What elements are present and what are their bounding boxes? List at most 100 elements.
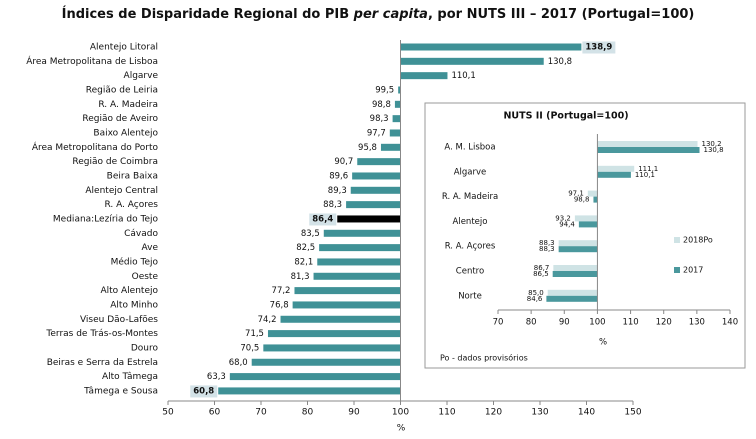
category-label: Região de Leiria bbox=[86, 85, 158, 95]
category-label: Alentejo Litoral bbox=[90, 43, 158, 53]
value-label: 110,1 bbox=[635, 171, 655, 179]
bar bbox=[558, 246, 598, 253]
value-label: 138,9 bbox=[585, 43, 612, 53]
value-label: 88,3 bbox=[539, 245, 555, 253]
bar bbox=[574, 215, 598, 222]
value-label: 76,8 bbox=[270, 300, 289, 310]
legend-label: 2017 bbox=[683, 266, 703, 275]
value-label-highlight bbox=[190, 385, 218, 398]
category-label: Alto Tâmega bbox=[102, 372, 158, 382]
title-part: Índices de Disparidade Regional do PIB bbox=[62, 6, 354, 22]
value-label: 110,1 bbox=[451, 71, 475, 81]
category-label: Tâmega e Sousa bbox=[83, 386, 158, 396]
value-label-highlight bbox=[309, 213, 337, 226]
category-label: Beira Baixa bbox=[107, 171, 158, 181]
chart-title: Índices de Disparidade Regional do PIB p… bbox=[62, 6, 695, 22]
x-tick-label: 120 bbox=[656, 318, 672, 328]
x-tick-label: 70 bbox=[493, 318, 504, 328]
x-tick-label: 110 bbox=[438, 408, 455, 418]
bar bbox=[597, 147, 700, 153]
bar bbox=[218, 387, 401, 395]
bar bbox=[553, 265, 598, 271]
bar bbox=[547, 289, 598, 296]
value-label: 93,2 bbox=[555, 214, 571, 222]
value-label: 90,7 bbox=[334, 157, 353, 167]
note: Po - dados provisórios bbox=[440, 353, 528, 363]
value-label: 89,3 bbox=[328, 186, 347, 196]
value-label-highlight bbox=[582, 41, 616, 54]
value-label: 99,5 bbox=[375, 85, 394, 95]
bar bbox=[558, 240, 598, 247]
value-label: 97,1 bbox=[568, 190, 584, 198]
value-label: 85,0 bbox=[528, 289, 544, 297]
value-label: 63,3 bbox=[207, 372, 226, 382]
bar bbox=[546, 295, 598, 302]
value-label: 89,6 bbox=[329, 171, 348, 181]
category-label: Região de Coimbra bbox=[72, 157, 158, 167]
value-label: 83,5 bbox=[301, 229, 320, 239]
category-label: Área Metropolitana do Porto bbox=[32, 141, 159, 153]
value-label: 95,8 bbox=[358, 143, 377, 153]
category-label: Norte bbox=[458, 291, 482, 301]
x-tick-label: 90 bbox=[348, 408, 360, 418]
bar bbox=[597, 141, 698, 147]
bar bbox=[380, 143, 401, 151]
bar bbox=[357, 158, 401, 166]
bar bbox=[350, 186, 401, 194]
category-label: Terras de Trás-os-Montes bbox=[45, 329, 158, 339]
bar bbox=[389, 129, 401, 137]
x-tick-label: 80 bbox=[526, 318, 537, 328]
inset-title: NUTS II (Portugal=100) bbox=[503, 111, 628, 122]
bar bbox=[263, 344, 401, 352]
x-tick-label: 100 bbox=[589, 318, 605, 328]
category-label: R. A. Madeira bbox=[98, 100, 158, 110]
category-label: Cávado bbox=[124, 229, 158, 239]
x-axis-label: % bbox=[599, 338, 607, 348]
category-label: R. A. Açores bbox=[445, 242, 496, 252]
main-chart: 50 60 70 80 90 100 110 120 130 140 150% Alentejo Li… bbox=[26, 40, 642, 434]
bar bbox=[392, 115, 401, 123]
value-label: 71,5 bbox=[245, 329, 264, 339]
value-label: 81,3 bbox=[291, 272, 310, 282]
bar bbox=[319, 244, 401, 252]
x-tick-label: 50 bbox=[162, 408, 174, 418]
value-label: 84,6 bbox=[527, 295, 543, 303]
x-tick-label: 140 bbox=[578, 408, 595, 418]
x-tick-label: 100 bbox=[392, 408, 409, 418]
value-label: 82,1 bbox=[294, 257, 313, 267]
bar bbox=[323, 229, 401, 237]
value-label: 77,2 bbox=[272, 286, 291, 296]
bar bbox=[597, 171, 631, 178]
x-tick-label: 130 bbox=[689, 318, 705, 328]
bar bbox=[400, 43, 582, 51]
category-label: Alto Minho bbox=[110, 300, 158, 310]
value-label: 111,1 bbox=[638, 165, 658, 173]
bar bbox=[251, 358, 401, 366]
bar bbox=[400, 57, 544, 65]
legend-swatch bbox=[674, 267, 680, 273]
x-tick-label: 150 bbox=[624, 408, 641, 418]
value-label: 130,8 bbox=[548, 57, 572, 67]
inset-chart: NUTS II (Portugal=100) 70 80 90 100 110 120 130… bbox=[440, 111, 738, 363]
x-tick-label: 130 bbox=[531, 408, 548, 418]
category-label: Centro bbox=[456, 267, 484, 277]
title-part: per capita bbox=[353, 7, 428, 22]
value-label: 88,3 bbox=[323, 200, 342, 210]
x-tick-label: 140 bbox=[722, 318, 738, 328]
bar bbox=[294, 287, 401, 295]
x-tick-label: 60 bbox=[209, 408, 221, 418]
bar bbox=[578, 221, 598, 228]
bar bbox=[337, 215, 401, 223]
category-label: Alto Alentejo bbox=[100, 286, 158, 296]
value-label: 130,2 bbox=[702, 140, 722, 148]
x-axis-label: % bbox=[397, 424, 406, 434]
category-label: A. M. Lisboa bbox=[444, 143, 495, 153]
value-label: 94,4 bbox=[559, 220, 575, 228]
bar bbox=[597, 165, 635, 172]
bar bbox=[292, 301, 401, 309]
category-label: Área Metropolitana de Lisboa bbox=[26, 55, 158, 67]
bar bbox=[394, 100, 401, 108]
value-label: 98,8 bbox=[372, 100, 391, 110]
value-label: 74,2 bbox=[258, 315, 277, 325]
